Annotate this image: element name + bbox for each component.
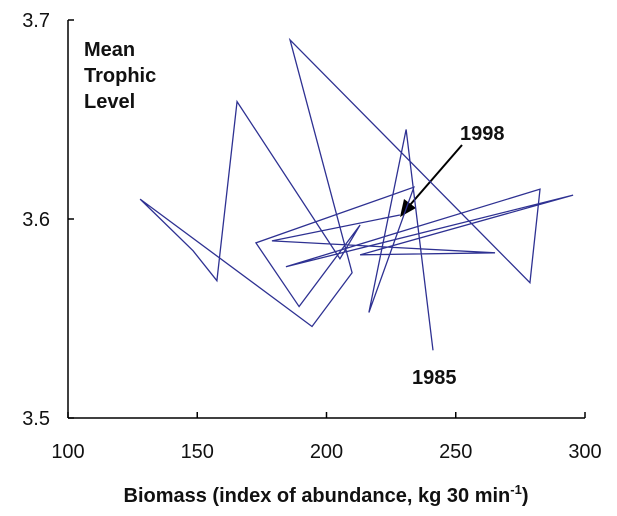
y-tick-label: 3.6 bbox=[22, 209, 50, 231]
x-tick-label: 300 bbox=[568, 441, 601, 463]
x-tick-label: 200 bbox=[310, 441, 343, 463]
annotation: 1985 bbox=[412, 367, 457, 389]
annotation: 1998 bbox=[460, 123, 505, 145]
x-tick-label: 250 bbox=[439, 441, 472, 463]
y-axis-label: Mean bbox=[84, 39, 135, 61]
x-axis-label-end: ) bbox=[522, 485, 529, 507]
x-axis-label-main: Biomass (index of abundance, kg 30 min bbox=[124, 485, 511, 507]
arrow bbox=[409, 144, 463, 206]
y-tick-label: 3.7 bbox=[22, 10, 50, 32]
y-axis-label: Trophic bbox=[84, 65, 156, 87]
x-tick-label: 100 bbox=[51, 441, 84, 463]
y-tick-label: 3.5 bbox=[22, 408, 50, 430]
arrow-head bbox=[400, 199, 416, 217]
y-axis-label: Level bbox=[84, 91, 135, 113]
x-axis-label-sup: -1 bbox=[510, 482, 522, 497]
data-line bbox=[139, 37, 574, 351]
x-axis-label: Biomass (index of abundance, kg 30 min-1… bbox=[124, 482, 529, 507]
x-tick-label: 150 bbox=[181, 441, 214, 463]
